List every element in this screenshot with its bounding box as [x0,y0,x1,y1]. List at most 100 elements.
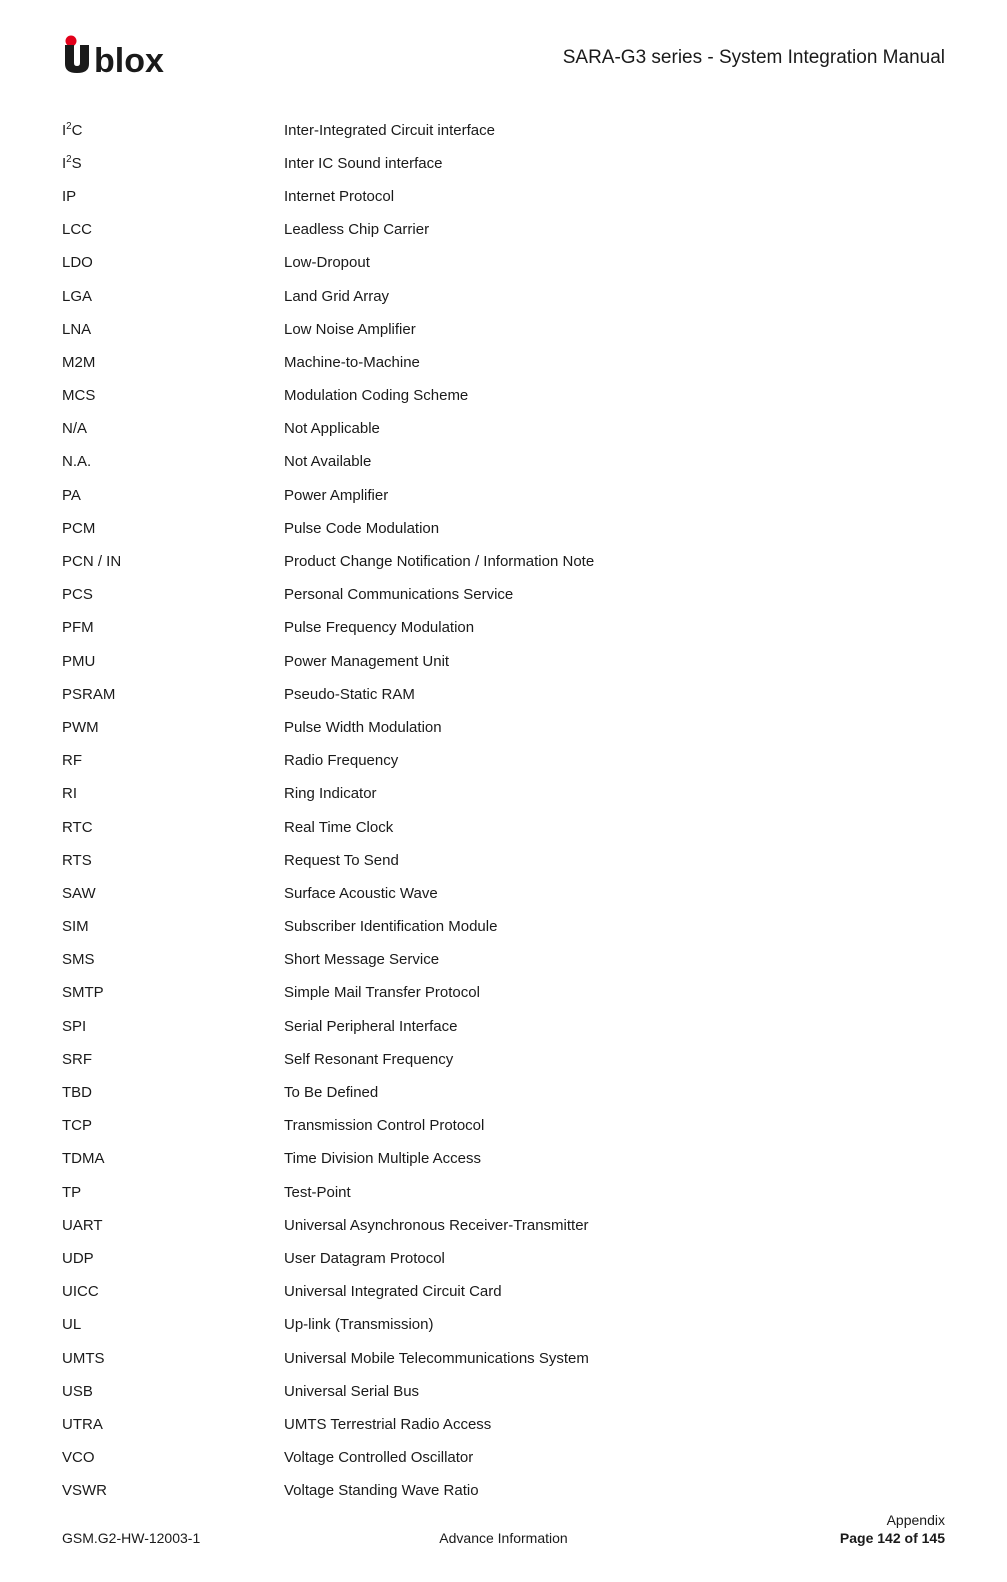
glossary-row: TPTest-Point [62,1176,945,1209]
glossary-row: UTRAUMTS Terrestrial Radio Access [62,1408,945,1441]
glossary-row: VSWRVoltage Standing Wave Ratio [62,1475,945,1508]
glossary-term: SRF [62,1051,284,1069]
glossary-term: PCS [62,586,284,604]
glossary-definition: Subscriber Identification Module [284,918,945,936]
glossary-term: RTC [62,819,284,837]
glossary-row: UICCUniversal Integrated Circuit Card [62,1276,945,1309]
page: blox SARA-G3 series - System Integration… [0,0,1007,1582]
glossary-definition: Product Change Notification / Informatio… [284,553,945,571]
glossary-definition: UMTS Terrestrial Radio Access [284,1416,945,1434]
glossary-row: SMSShort Message Service [62,944,945,977]
glossary-row: TBDTo Be Defined [62,1076,945,1109]
glossary-definition: Universal Serial Bus [284,1383,945,1401]
glossary-row: PAPower Amplifier [62,479,945,512]
glossary-definition: Low Noise Amplifier [284,321,945,339]
glossary-row: ULUp-link (Transmission) [62,1309,945,1342]
glossary-definition: User Datagram Protocol [284,1250,945,1268]
glossary-term: SMS [62,951,284,969]
glossary-definition: Leadless Chip Carrier [284,221,945,239]
glossary-row: VCOVoltage Controlled Oscillator [62,1442,945,1475]
glossary-term: RF [62,752,284,770]
glossary-row: SAWSurface Acoustic Wave [62,877,945,910]
glossary-term: PCM [62,520,284,538]
glossary-term: N/A [62,420,284,438]
glossary-row: M2MMachine-to-Machine [62,346,945,379]
logo-text: blox [94,42,164,80]
glossary-definition: Inter IC Sound interface [284,155,945,173]
glossary-definition: Personal Communications Service [284,586,945,604]
glossary-row: IPInternet Protocol [62,180,945,213]
ublox-logo-icon: blox [62,35,190,81]
footer-doc-id: GSM.G2-HW-12003-1 [62,1530,356,1546]
glossary-definition: Universal Asynchronous Receiver-Transmit… [284,1217,945,1235]
glossary-term: UTRA [62,1416,284,1434]
glossary-row: LCCLeadless Chip Carrier [62,214,945,247]
glossary-row: RIRing Indicator [62,778,945,811]
glossary-row: MCSModulation Coding Scheme [62,380,945,413]
glossary-definition: Self Resonant Frequency [284,1051,945,1069]
glossary-row: UMTSUniversal Mobile Telecommunications … [62,1342,945,1375]
glossary-definition: Power Amplifier [284,487,945,505]
glossary-term: RTS [62,852,284,870]
glossary-definition: Pulse Width Modulation [284,719,945,737]
glossary-row: PCN / INProduct Change Notification / In… [62,545,945,578]
glossary-table: I2CInter-Integrated Circuit interfaceI2S… [62,114,945,1508]
glossary-definition: Inter-Integrated Circuit interface [284,122,945,140]
glossary-term: PWM [62,719,284,737]
page-footer: GSM.G2-HW-12003-1 Advance Information Ap… [62,1512,945,1546]
glossary-term: MCS [62,387,284,405]
glossary-term: UMTS [62,1350,284,1368]
glossary-term: I2C [62,122,284,140]
glossary-definition: Land Grid Array [284,288,945,306]
glossary-row: PSRAMPseudo-Static RAM [62,678,945,711]
glossary-definition: Time Division Multiple Access [284,1150,945,1168]
glossary-row: UDPUser Datagram Protocol [62,1242,945,1275]
document-title: SARA-G3 series - System Integration Manu… [563,47,945,69]
glossary-term: PCN / IN [62,553,284,571]
glossary-term: SPI [62,1018,284,1036]
glossary-row: LNALow Noise Amplifier [62,313,945,346]
glossary-row: RTSRequest To Send [62,844,945,877]
glossary-row: SIMSubscriber Identification Module [62,911,945,944]
glossary-definition: Universal Mobile Telecommunications Syst… [284,1350,945,1368]
glossary-row: SMTPSimple Mail Transfer Protocol [62,977,945,1010]
glossary-term: UART [62,1217,284,1235]
glossary-definition: To Be Defined [284,1084,945,1102]
footer-right: Appendix Page 142 of 145 [651,1512,945,1546]
glossary-row: PMUPower Management Unit [62,645,945,678]
glossary-term: SIM [62,918,284,936]
glossary-definition: Universal Integrated Circuit Card [284,1283,945,1301]
glossary-term: IP [62,188,284,206]
glossary-row: PWMPulse Width Modulation [62,711,945,744]
glossary-term: UICC [62,1283,284,1301]
glossary-term: LGA [62,288,284,306]
glossary-row: LDOLow-Dropout [62,247,945,280]
glossary-row: TCPTransmission Control Protocol [62,1110,945,1143]
glossary-term: TP [62,1184,284,1202]
glossary-term: SAW [62,885,284,903]
glossary-definition: Up-link (Transmission) [284,1316,945,1334]
glossary-definition: Not Available [284,453,945,471]
glossary-row: USBUniversal Serial Bus [62,1375,945,1408]
glossary-term: LCC [62,221,284,239]
glossary-row: N.A.Not Available [62,446,945,479]
glossary-row: TDMATime Division Multiple Access [62,1143,945,1176]
glossary-definition: Transmission Control Protocol [284,1117,945,1135]
glossary-definition: Voltage Standing Wave Ratio [284,1482,945,1500]
glossary-row: PCMPulse Code Modulation [62,512,945,545]
glossary-definition: Not Applicable [284,420,945,438]
glossary-row: SPISerial Peripheral Interface [62,1010,945,1043]
footer-page-number: Page 142 of 145 [651,1530,945,1546]
glossary-term: M2M [62,354,284,372]
glossary-row: PFMPulse Frequency Modulation [62,612,945,645]
glossary-definition: Voltage Controlled Oscillator [284,1449,945,1467]
glossary-term: N.A. [62,453,284,471]
glossary-term: PFM [62,619,284,637]
glossary-term: TDMA [62,1150,284,1168]
footer-status: Advance Information [356,1530,650,1546]
glossary-term: TCP [62,1117,284,1135]
glossary-definition: Surface Acoustic Wave [284,885,945,903]
glossary-definition: Simple Mail Transfer Protocol [284,984,945,1002]
glossary-row: N/ANot Applicable [62,413,945,446]
glossary-term: LNA [62,321,284,339]
